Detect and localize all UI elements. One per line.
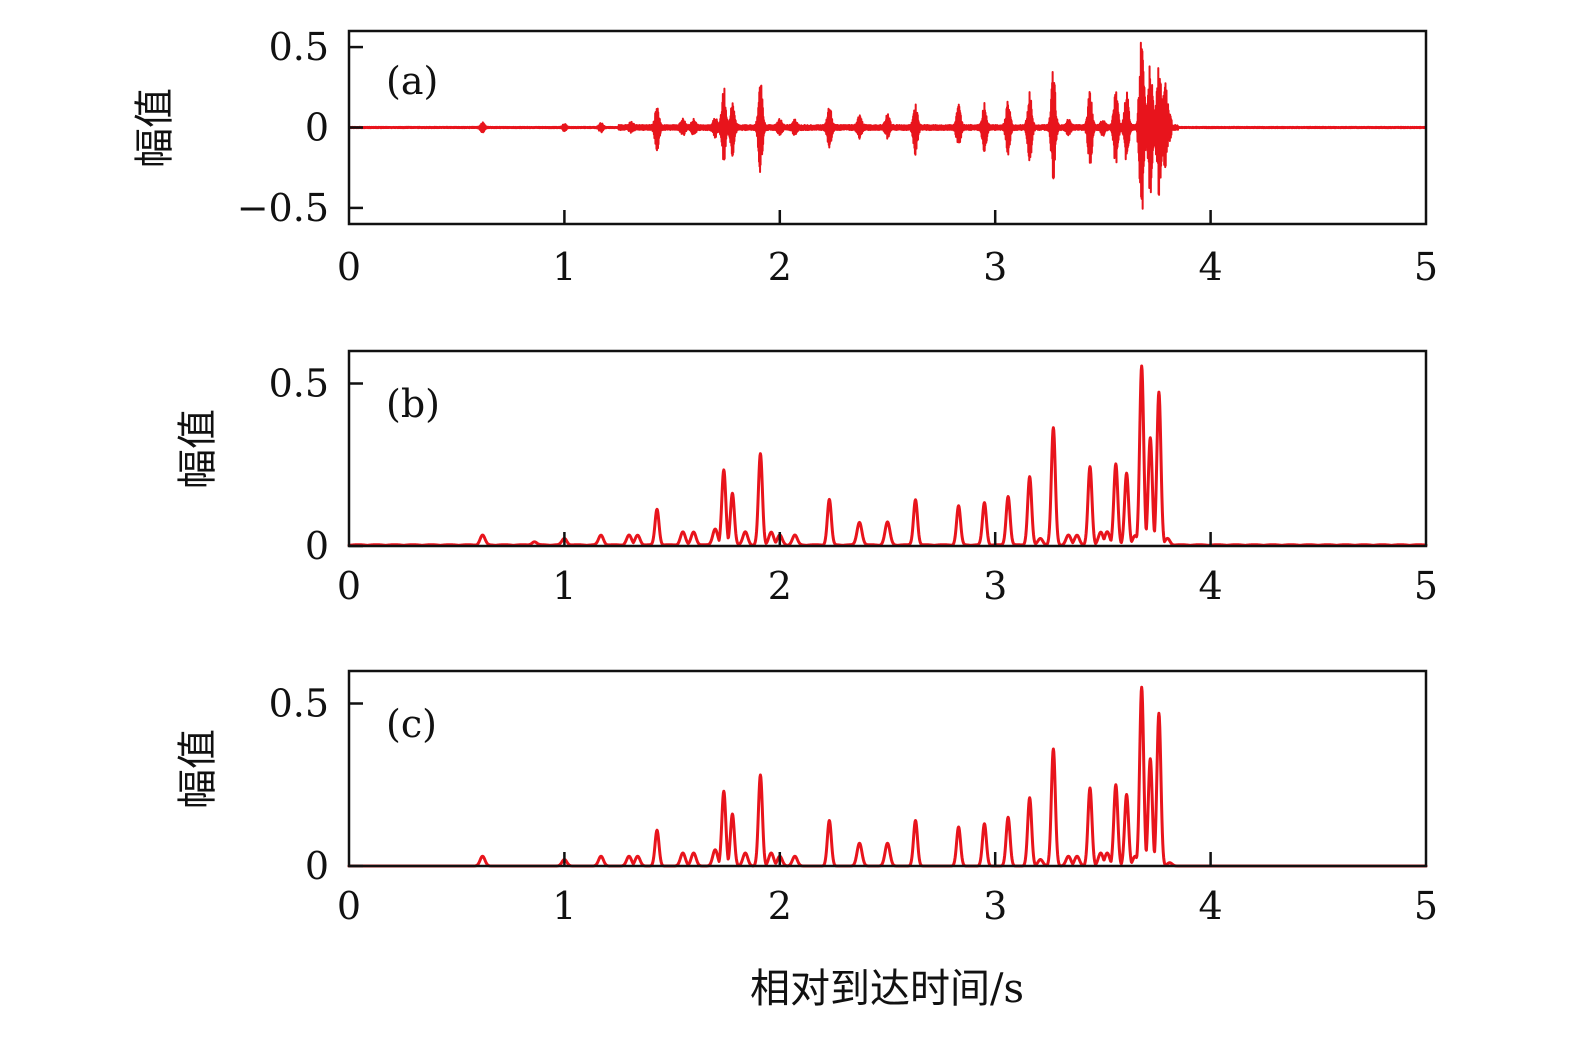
panel-b-x-tick-label: 4	[1199, 564, 1223, 608]
panel-a-x-tick-label: 5	[1414, 245, 1438, 289]
panel-b-y-tick-label: 0.5	[269, 362, 329, 406]
panel-c-label: (c)	[386, 702, 437, 746]
panel-c-x-tick-label: 4	[1199, 884, 1223, 928]
panel-a-ticks: 0 1 2 3 4 5−0.500.5	[237, 25, 1438, 289]
panel-b: 0 1 2 3 4 5 0 0.5 (b) 幅值	[175, 349, 1439, 609]
panel-b-label: (b)	[386, 382, 440, 426]
panel-a-y-tick-label: 0.5	[269, 25, 329, 69]
panel-a-x-tick-label: 1	[552, 245, 576, 289]
panel-a-label: (a)	[386, 59, 438, 103]
panel-c-x-tick-label: 1	[552, 884, 576, 928]
panel-c-y-tick-label: 0	[305, 844, 329, 888]
panel-a-y-tick-label: 0	[305, 106, 329, 150]
panel-b-ylabel: 幅值	[175, 409, 221, 489]
panel-a-trace-layer	[348, 41, 1427, 210]
panel-b-y-tick-label: 0	[305, 524, 329, 568]
panel-a-ylabel: 幅值	[132, 88, 178, 168]
panel-c-x-tick-label: 5	[1414, 884, 1438, 928]
panel-b-x-tick-label: 5	[1414, 564, 1438, 608]
panel-a: 0 1 2 3 4 5−0.500.5 (a) 幅值	[132, 25, 1438, 289]
panel-a-x-tick-label: 3	[983, 245, 1007, 289]
panel-c-ylabel: 幅值	[175, 729, 221, 809]
panel-b-trace-layer	[347, 364, 1428, 547]
panel-c: 0 1 2 3 4 5 0 0.5 (c) 幅值	[175, 669, 1439, 929]
panel-a-x-tick-label: 2	[768, 245, 792, 289]
panel-c-envelope-line	[347, 685, 1428, 868]
panel-b-x-tick-label: 3	[983, 564, 1007, 608]
panel-a-x-tick-label: 4	[1199, 245, 1223, 289]
panel-c-x-tick-label: 3	[983, 884, 1007, 928]
panel-b-envelope-line	[347, 364, 1428, 547]
panel-c-frame	[347, 669, 1428, 868]
panel-b-x-tick-label: 1	[552, 564, 576, 608]
panel-c-trace-layer	[347, 685, 1428, 868]
panel-c-ticks: 0 1 2 3 4 5 0 0.5	[269, 682, 1439, 929]
panel-a-x-tick-label: 0	[337, 245, 361, 289]
panel-b-x-tick-label: 0	[337, 564, 361, 608]
panel-c-y-tick-label: 0.5	[269, 682, 329, 726]
panel-c-x-tick-label: 2	[768, 884, 792, 928]
x-axis-label: 相对到达时间/s	[750, 966, 1024, 1012]
panel-b-ticks: 0 1 2 3 4 5 0 0.5	[269, 362, 1439, 609]
panel-b-x-tick-label: 2	[768, 564, 792, 608]
panel-b-frame	[347, 349, 1428, 548]
panel-a-y-tick-label: −0.5	[237, 186, 329, 230]
panel-c-x-tick-label: 0	[337, 884, 361, 928]
panel-a-signal-line	[348, 41, 1427, 210]
